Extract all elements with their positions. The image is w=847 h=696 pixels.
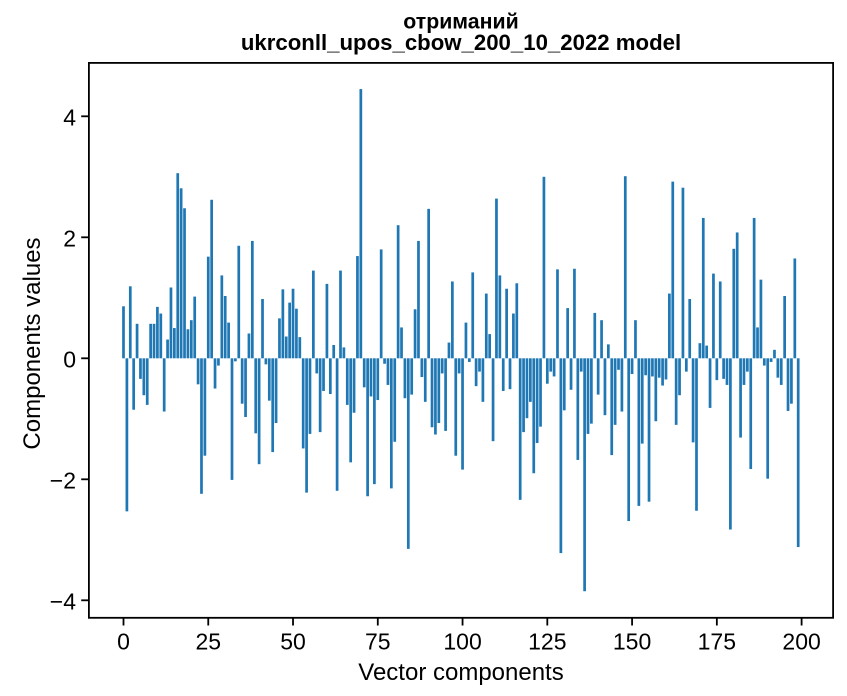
svg-text:50: 50 (280, 629, 306, 655)
svg-text:100: 100 (443, 629, 481, 655)
svg-text:−2: −2 (50, 467, 76, 493)
svg-text:25: 25 (195, 629, 221, 655)
svg-text:125: 125 (528, 629, 566, 655)
svg-text:Components values: Components values (19, 237, 46, 449)
svg-text:0: 0 (63, 346, 76, 372)
svg-text:75: 75 (365, 629, 391, 655)
svg-text:0: 0 (117, 629, 130, 655)
svg-text:200: 200 (782, 629, 820, 655)
svg-text:ukrconll_upos_cbow_200_10_2022: ukrconll_upos_cbow_200_10_2022 model (241, 30, 681, 55)
svg-text:175: 175 (698, 629, 736, 655)
svg-text:150: 150 (613, 629, 651, 655)
svg-text:2: 2 (63, 225, 76, 251)
svg-text:4: 4 (63, 104, 76, 130)
svg-text:Vector components: Vector components (358, 659, 563, 686)
svg-text:−4: −4 (50, 588, 76, 614)
svg-text:отриманий: отриманий (403, 10, 518, 34)
